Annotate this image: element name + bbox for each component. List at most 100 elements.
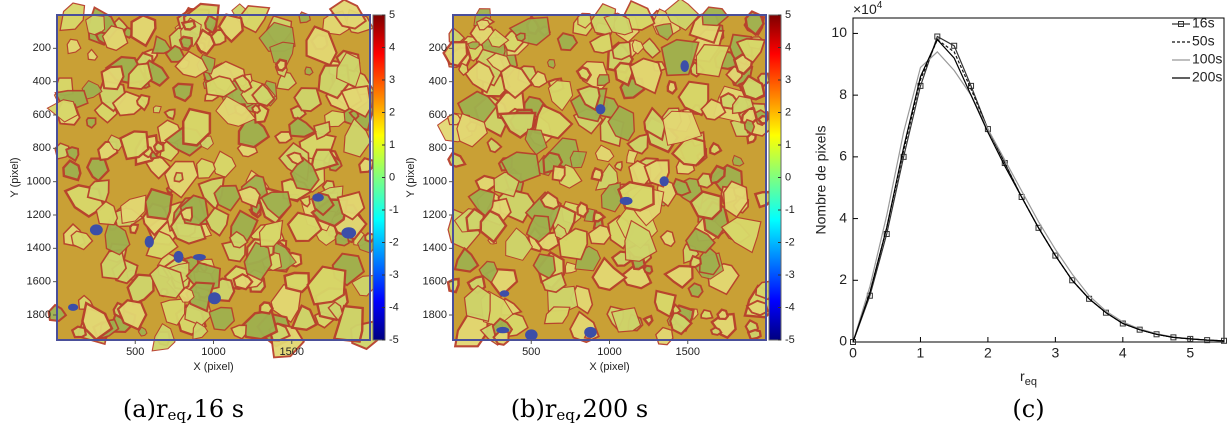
- x-tick-label: 1000: [597, 346, 621, 358]
- grain: [660, 38, 700, 77]
- grain: [626, 149, 639, 165]
- grain: [298, 195, 311, 208]
- grain: [617, 180, 655, 212]
- pore: [525, 329, 538, 341]
- caption-part: (c): [1012, 395, 1044, 423]
- caption-part: eq: [556, 406, 575, 424]
- caption-part: r: [156, 395, 168, 423]
- scale-label: ×104: [853, 0, 883, 17]
- pore: [173, 250, 184, 263]
- grain: [306, 265, 347, 306]
- grain: [181, 107, 212, 147]
- grain: [666, 80, 678, 95]
- y-tick-label: 1800: [423, 309, 447, 321]
- grain: [707, 164, 727, 186]
- grain: [543, 306, 571, 325]
- colorbar-tick-label: 3: [389, 74, 395, 86]
- grain: [547, 80, 574, 112]
- grain: [59, 2, 86, 32]
- grain: [195, 157, 216, 179]
- grain: [556, 32, 579, 52]
- y-tick-label: 200: [33, 42, 51, 54]
- grain: [81, 79, 103, 100]
- grain: [592, 210, 607, 223]
- y-axis-label: Y (pixel): [405, 157, 417, 197]
- grain: [642, 314, 654, 327]
- marker: [1052, 252, 1059, 259]
- grain: [654, 22, 674, 41]
- marker: [1035, 224, 1042, 231]
- y-tick-label: 1200: [27, 209, 51, 221]
- grain: [603, 12, 634, 36]
- grain: [720, 216, 762, 254]
- grain: [631, 39, 645, 55]
- colorbar-tick-label: -1: [785, 204, 795, 216]
- grain: [626, 133, 649, 155]
- grain: [215, 95, 257, 127]
- pore: [659, 176, 669, 187]
- grain: [709, 326, 723, 336]
- grain: [576, 85, 601, 112]
- colorbar-tick-label: 2: [785, 106, 791, 118]
- grain: [273, 131, 293, 144]
- grain: [643, 106, 667, 142]
- caption-part: (a): [123, 395, 156, 423]
- grain: [487, 28, 510, 48]
- caption-part: ,200 s: [575, 395, 648, 423]
- x-tick-label: 2: [984, 345, 992, 361]
- marker: [1018, 193, 1025, 200]
- colorbar-tick-label: 2: [389, 106, 395, 118]
- y-tick-label: 400: [429, 76, 447, 88]
- colorbar-tick-label: -5: [785, 334, 795, 346]
- grain: [564, 261, 577, 274]
- colorbar-tick-label: -4: [389, 301, 399, 313]
- grain: [288, 116, 317, 138]
- grain: [551, 165, 566, 182]
- colorbar-tick-label: 1: [785, 139, 791, 151]
- grain: [540, 271, 567, 294]
- grain: [475, 19, 491, 31]
- grain: [642, 264, 654, 275]
- grain: [687, 282, 704, 299]
- pore: [584, 326, 597, 338]
- colorbar-tick-label: -3: [785, 269, 795, 281]
- grain: [709, 141, 723, 156]
- grain: [228, 230, 249, 249]
- y-tick-label: 8: [839, 86, 847, 102]
- grain: [164, 44, 186, 63]
- pore: [619, 196, 633, 206]
- grain: [286, 151, 305, 166]
- y-tick-label: 800: [33, 142, 51, 154]
- pore: [496, 326, 510, 334]
- pore: [68, 303, 79, 311]
- grain: [746, 328, 762, 341]
- grain: [104, 219, 131, 256]
- grain: [569, 150, 588, 169]
- grain: [290, 304, 318, 332]
- caption-part: r: [545, 395, 557, 423]
- marker: [883, 231, 890, 237]
- grain: [669, 309, 694, 336]
- grain: [700, 98, 727, 121]
- y-tick-label: 600: [429, 109, 447, 121]
- grain: [243, 241, 273, 282]
- grain: [208, 306, 236, 331]
- x-axis-label: X (pixel): [193, 361, 233, 373]
- x-tick-label: 500: [126, 346, 144, 358]
- grain: [524, 128, 548, 156]
- colorbar-tick-label: 5: [785, 9, 791, 21]
- pore: [144, 235, 154, 248]
- pore: [192, 253, 206, 261]
- pore: [89, 224, 103, 236]
- legend-label: 200s: [1192, 69, 1222, 85]
- grain: [152, 140, 165, 154]
- y-tick-label: 600: [33, 109, 51, 121]
- grain: [576, 201, 589, 219]
- x-tick-label: 1500: [280, 346, 304, 358]
- grain: [66, 38, 82, 55]
- grain: [332, 304, 364, 343]
- grain: [203, 13, 219, 35]
- grain: [152, 105, 162, 114]
- grain: [149, 149, 160, 160]
- grain: [151, 35, 173, 55]
